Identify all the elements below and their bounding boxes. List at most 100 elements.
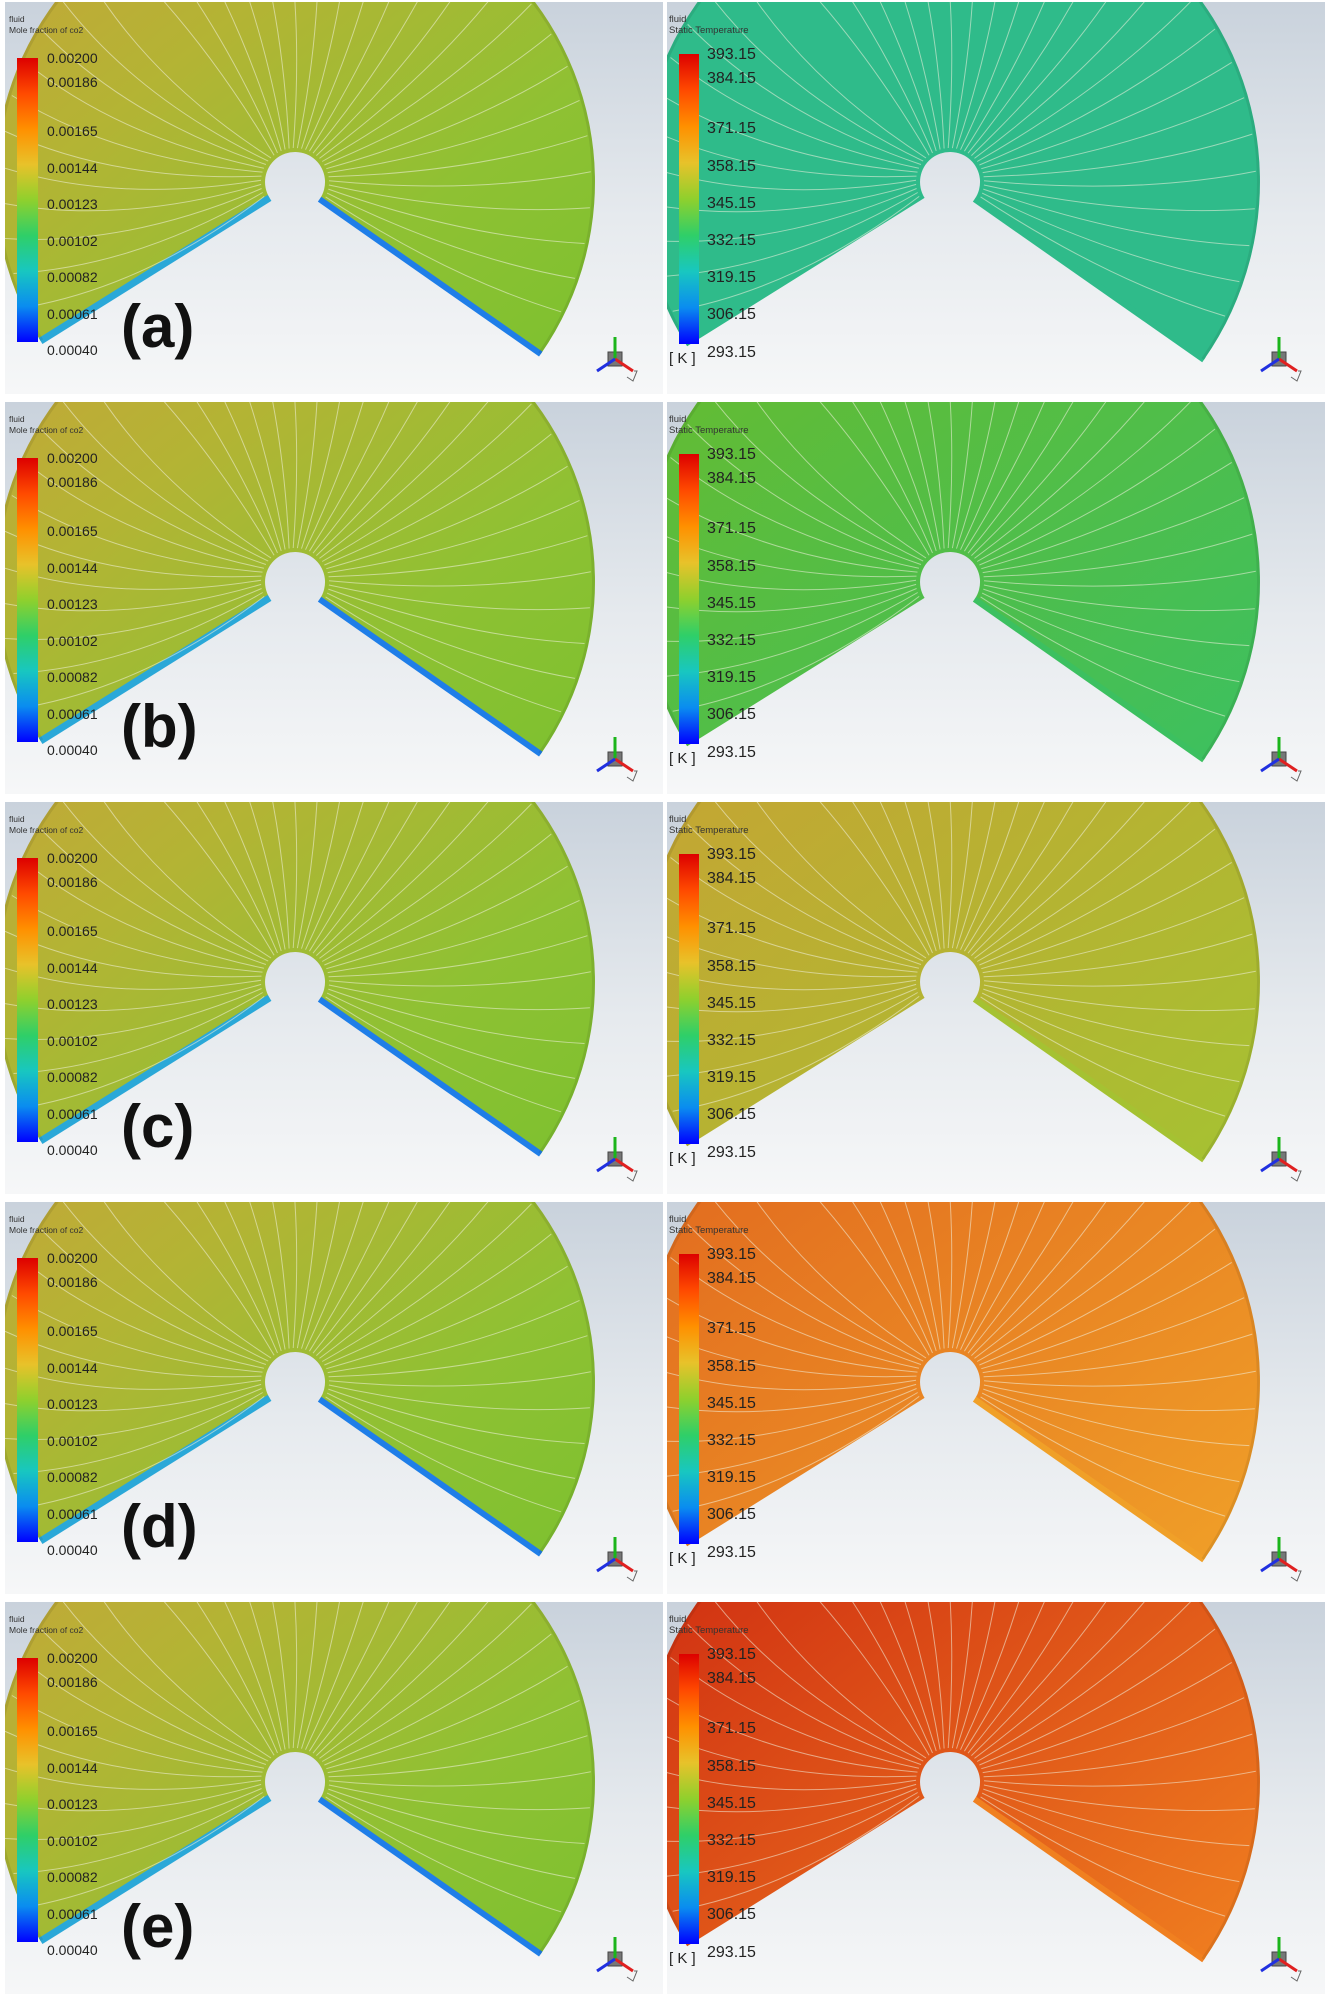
contour-line	[756, 1602, 927, 1759]
contour-line	[672, 196, 920, 312]
contour-line	[249, 1602, 286, 1750]
contour-line	[947, 1202, 953, 1349]
contour-line	[927, 1202, 945, 1349]
contour-line	[981, 1392, 1240, 1483]
contour-line	[326, 65, 568, 170]
boundary-layer-edge	[38, 194, 272, 344]
contour-line	[956, 802, 996, 949]
contour-line	[879, 802, 937, 952]
contour-line	[981, 1792, 1240, 1883]
contour-line	[308, 1602, 390, 1752]
panel-label: (b)	[121, 693, 198, 760]
contour-sector	[667, 802, 1260, 1160]
legend-title: fluid	[669, 14, 687, 25]
contour-line	[292, 402, 298, 549]
contour-line	[163, 2, 275, 156]
contour-line	[687, 1224, 922, 1365]
contour-line	[979, 1628, 1216, 1766]
contour-line	[325, 596, 562, 713]
contour-line	[249, 802, 286, 950]
contour-line	[328, 535, 588, 578]
contour-line	[13, 992, 263, 1074]
contour-sector	[667, 1602, 1260, 1960]
axis-triad-icon	[596, 1537, 638, 1582]
contour-line	[756, 802, 927, 959]
legend-tick-label: 358.15	[707, 1357, 756, 1375]
contour-line	[819, 402, 930, 556]
legend-tick-label: 0.00102	[47, 1032, 98, 1049]
contour-line	[62, 1602, 269, 1762]
legend-tick-label: 319.15	[707, 269, 756, 287]
axis-triad-icon	[596, 337, 638, 382]
legend-variable: Static Temperature	[669, 825, 749, 836]
contour-line	[224, 402, 282, 552]
contour-line	[249, 1202, 286, 1350]
legend-tick-label: 332.15	[707, 1832, 756, 1849]
legend-tick-label: 0.00200	[47, 50, 98, 66]
contour-line	[947, 1602, 953, 1749]
contour-line	[879, 402, 937, 552]
contour-line	[321, 803, 532, 962]
axis-triad-icon	[596, 1137, 638, 1182]
contour-line	[756, 2, 927, 159]
contour-line	[879, 1202, 937, 1352]
contour-line	[983, 188, 1250, 247]
legend-tick-label: 358.15	[707, 157, 756, 175]
contour-line	[983, 584, 1255, 612]
contour-line	[980, 596, 1226, 717]
contour-line	[319, 2, 489, 159]
legend-variable: Static Temperature	[669, 1625, 749, 1636]
temperature-unit: [ K ]	[669, 1550, 696, 1567]
temperature-panel: fluid Static Temperature 393.15 384.15 371.1…	[667, 1602, 1325, 1994]
temperature-unit: [ K ]	[669, 1950, 696, 1967]
contour-line	[103, 402, 272, 559]
legend-tick-label: 0.00186	[47, 1274, 98, 1290]
contour-line	[982, 97, 1245, 174]
contour-line	[163, 402, 275, 556]
contour-line	[714, 802, 924, 962]
contour-line	[927, 402, 945, 549]
panel-label: (d)	[121, 1493, 198, 1560]
contour-line	[224, 2, 282, 152]
contour-line	[328, 971, 591, 987]
legend-title: fluid	[9, 1214, 25, 1224]
contour-line	[983, 933, 1253, 978]
contour-line	[11, 1695, 263, 1773]
legend-tick-label: 0.00144	[47, 959, 98, 976]
contour-line	[967, 1202, 1074, 1354]
contour-line	[13, 1792, 263, 1874]
axis-triad-icon	[596, 737, 638, 782]
contour-line	[325, 1796, 562, 1913]
contour-line	[951, 1202, 973, 1349]
contour-line	[196, 1602, 278, 1754]
contour-line	[24, 861, 265, 969]
contour-line	[927, 802, 945, 949]
contour-line	[328, 1735, 588, 1778]
contour-line	[40, 1629, 267, 1765]
contour-line	[326, 192, 575, 279]
contour-line	[983, 588, 1250, 647]
legend-tick-label: 384.15	[707, 470, 756, 487]
contour-line	[983, 1770, 1256, 1787]
legend-tick-label: 371.15	[707, 520, 756, 538]
legend-tick-label: 293.15	[707, 343, 756, 361]
legend-tick-label: 0.00040	[47, 342, 98, 358]
contour-line	[11, 95, 263, 173]
contour-line	[667, 172, 917, 191]
contour-line	[327, 899, 580, 974]
contour-line	[224, 802, 282, 952]
contour-line	[967, 802, 1074, 954]
axis-triad-icon	[1260, 1137, 1302, 1182]
boundary-layer-edge	[317, 596, 543, 757]
legend-variable: Mole fraction of co2	[9, 25, 84, 35]
contour-line	[328, 984, 590, 1011]
contour-line	[714, 1602, 924, 1762]
contour-line	[305, 2, 364, 150]
contour-line	[328, 184, 590, 211]
boundary-layer-edge	[38, 1794, 272, 1944]
boundary-layer-edge	[972, 1396, 1206, 1563]
legend-tick-label: 0.00123	[47, 1796, 98, 1812]
contour-line	[980, 996, 1226, 1117]
legend-tick-label: 0.00186	[47, 474, 98, 490]
panel-label: (a)	[121, 293, 195, 360]
